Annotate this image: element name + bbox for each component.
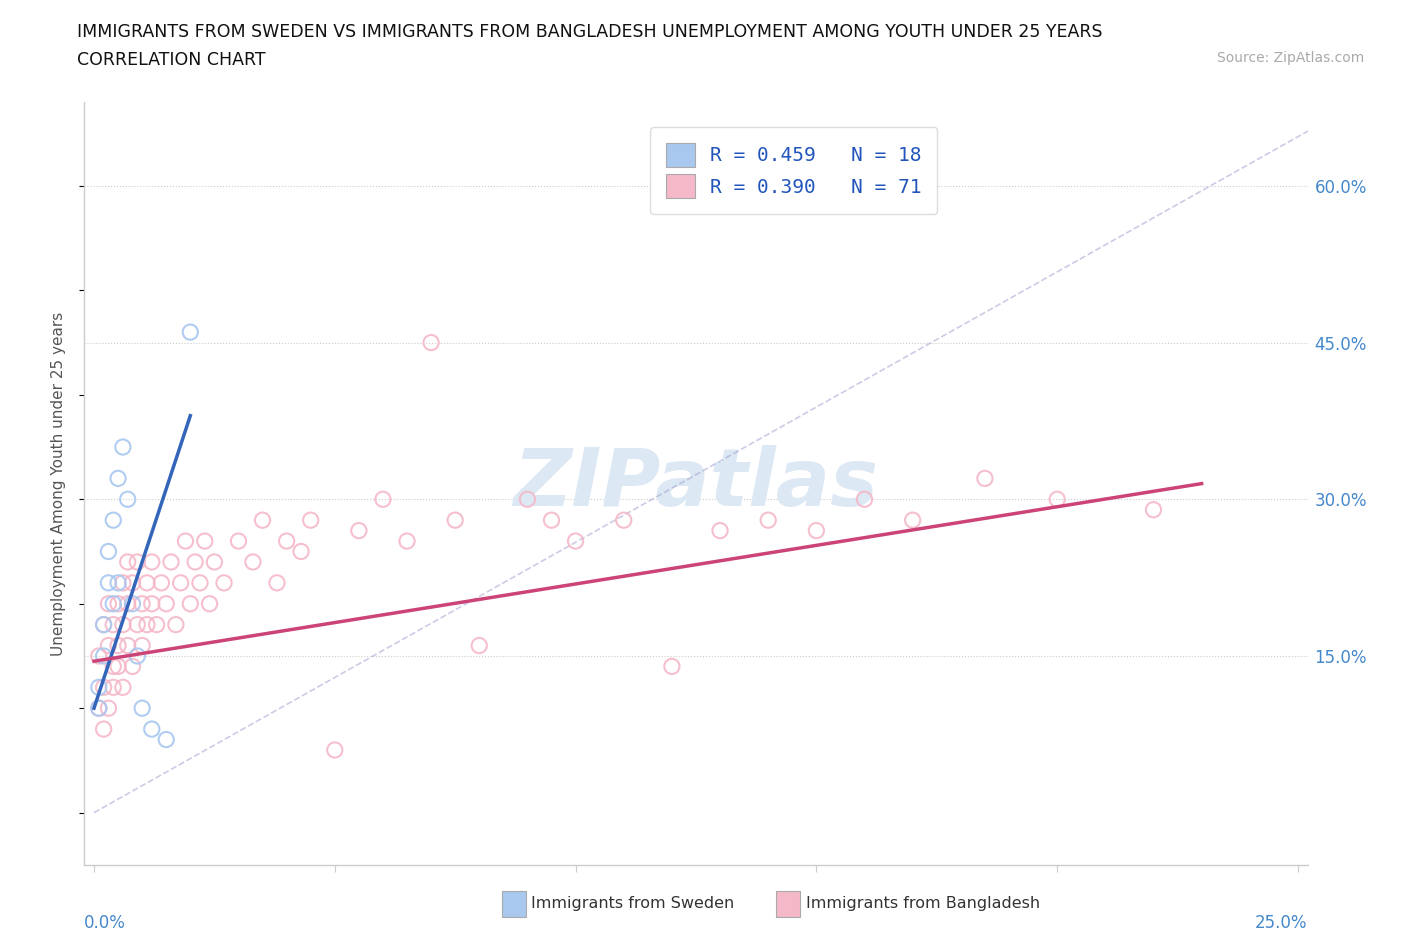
Point (107, 659, 129, 674)
Point (228, 534, 250, 549)
Point (136, 618, 159, 632)
Point (117, 638, 139, 653)
Point (117, 554, 139, 569)
Point (97, 544, 120, 559)
Point (252, 512, 274, 527)
Text: CORRELATION CHART: CORRELATION CHART (77, 51, 266, 69)
Point (276, 534, 298, 549)
Point (395, 534, 418, 549)
Point (194, 534, 217, 549)
Point (266, 576, 288, 591)
Point (202, 554, 225, 569)
Point (1046, 492, 1069, 507)
Point (347, 524, 370, 538)
Point (127, 648, 149, 663)
Point (141, 554, 163, 569)
Legend: R = 0.459   N = 18, R = 0.390   N = 71: R = 0.459 N = 18, R = 0.390 N = 71 (650, 127, 938, 214)
Point (107, 596, 129, 611)
Point (93, 618, 115, 632)
Text: 25.0%: 25.0% (1256, 914, 1308, 930)
Point (141, 596, 163, 611)
Point (97, 596, 120, 611)
Point (87, 680, 110, 695)
Point (323, 742, 346, 757)
Point (516, 492, 538, 507)
Point (155, 732, 177, 747)
Point (87, 701, 110, 716)
Point (1142, 502, 1164, 517)
Point (444, 512, 467, 527)
Point (540, 512, 562, 527)
Point (160, 554, 183, 569)
Point (709, 524, 731, 538)
Point (145, 618, 167, 632)
Point (103, 659, 125, 674)
Point (93, 722, 115, 737)
Point (117, 596, 139, 611)
Point (179, 596, 201, 611)
Point (756, 512, 779, 527)
Point (242, 554, 264, 569)
Point (103, 680, 125, 695)
Point (212, 576, 235, 591)
Point (613, 512, 636, 527)
Point (107, 638, 129, 653)
Point (111, 618, 134, 632)
Text: 0.0%: 0.0% (84, 914, 127, 930)
Point (420, 335, 443, 350)
Point (127, 554, 149, 569)
Point (127, 618, 149, 632)
Point (299, 512, 322, 527)
Point (107, 576, 129, 591)
Point (150, 576, 173, 591)
Point (121, 596, 143, 611)
Point (564, 534, 586, 549)
Point (901, 512, 924, 527)
Point (107, 471, 129, 485)
Point (198, 596, 221, 611)
Point (103, 618, 125, 632)
Point (165, 618, 187, 632)
Text: Immigrants from Sweden: Immigrants from Sweden (531, 897, 735, 911)
Point (188, 576, 211, 591)
Point (117, 492, 139, 507)
Point (155, 596, 177, 611)
Point (141, 722, 163, 737)
Point (371, 492, 394, 507)
Point (93, 618, 115, 632)
Point (97, 701, 120, 716)
Point (111, 576, 134, 591)
Point (179, 325, 201, 339)
Point (87, 701, 110, 716)
Point (97, 576, 120, 591)
Point (103, 512, 125, 527)
Point (121, 576, 143, 591)
Point (290, 544, 312, 559)
Y-axis label: Unemployment Among Youth under 25 years: Unemployment Among Youth under 25 years (51, 312, 66, 656)
Point (853, 492, 876, 507)
Point (97, 638, 120, 653)
Text: IMMIGRANTS FROM SWEDEN VS IMMIGRANTS FROM BANGLADESH UNEMPLOYMENT AMONG YOUTH UN: IMMIGRANTS FROM SWEDEN VS IMMIGRANTS FRO… (77, 23, 1102, 41)
Point (111, 440, 134, 455)
Point (121, 659, 143, 674)
Point (111, 680, 134, 695)
Text: ZIPatlas: ZIPatlas (513, 445, 879, 523)
Text: Source: ZipAtlas.com: Source: ZipAtlas.com (1216, 51, 1364, 65)
Point (974, 471, 997, 485)
Point (93, 680, 115, 695)
Point (174, 534, 197, 549)
Point (661, 659, 683, 674)
Point (87, 648, 110, 663)
Point (468, 638, 491, 653)
Point (131, 596, 153, 611)
Point (806, 524, 828, 538)
Point (131, 701, 153, 716)
Text: Immigrants from Bangladesh: Immigrants from Bangladesh (806, 897, 1040, 911)
Point (184, 554, 207, 569)
Point (93, 648, 115, 663)
Point (170, 576, 193, 591)
Point (131, 638, 153, 653)
Point (103, 596, 125, 611)
Point (136, 576, 159, 591)
